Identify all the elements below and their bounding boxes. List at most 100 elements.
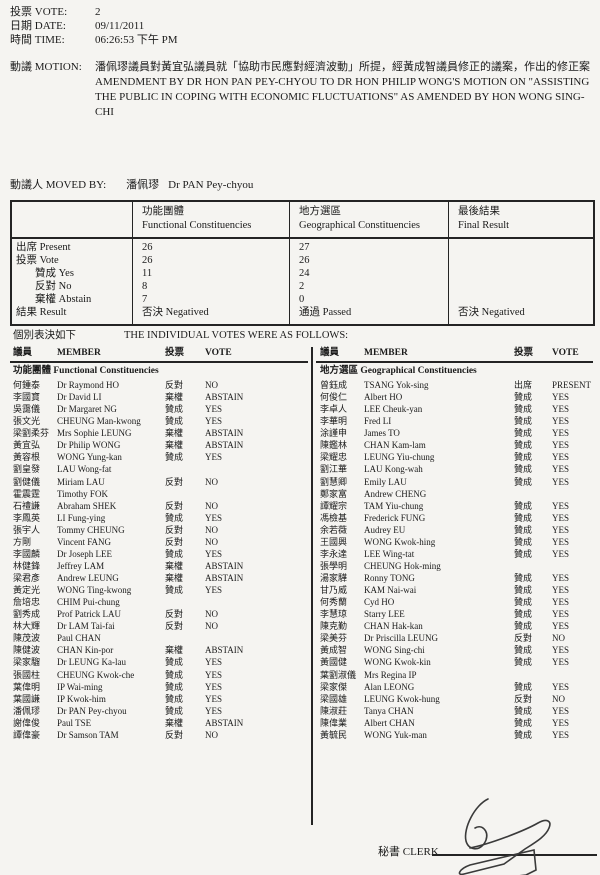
member-name-zh: 劉皇發 <box>13 464 41 475</box>
summary-header-fc-zh: 功能團體 <box>142 206 184 217</box>
member-name-zh: 霍震霆 <box>13 488 41 499</box>
member-vote-en: YES <box>552 536 570 547</box>
summary-table: 功能團體 Functional Constituencies 地方選區 Geog… <box>10 200 595 326</box>
member-name-zh: 譚耀宗 <box>320 500 348 511</box>
member-name-en: KAM Nai-wai <box>364 585 417 596</box>
member-vote-zh: 反對 <box>165 476 184 487</box>
final-value <box>448 241 593 254</box>
fc-value: 否決 Negatived <box>142 307 209 319</box>
fc-value: 8 <box>142 281 148 293</box>
fc-header-rule <box>10 361 308 363</box>
member-name-zh: 吳靄儀 <box>13 404 41 415</box>
member-row: 陳茂波 Paul CHAN <box>13 632 310 644</box>
member-name-en: Fred LI <box>364 416 392 427</box>
date-label: 日期 DATE: <box>10 20 66 32</box>
member-row: 葉劉淑儀 Mrs Regina IP <box>320 669 598 681</box>
member-row: 梁國雄 LEUNG Kwok-hung 反對 NO <box>320 693 598 705</box>
row-label: 結果 Result <box>16 307 67 319</box>
member-vote-en: YES <box>205 585 223 596</box>
member-row: 林健鋒 Jeffrey LAM 棄權 ABSTAIN <box>13 560 310 572</box>
member-name-zh: 陳鑑林 <box>320 440 348 451</box>
motion-text-zh: 潘佩璆議員對黃宜弘議員就「協助市民應對經濟波動」所提，經黃成智議員修正的議案，作… <box>95 61 590 73</box>
member-row: 李慧琼 Starry LEE 贊成 YES <box>320 608 598 620</box>
table-column-line <box>448 202 449 324</box>
member-name-zh: 何秀蘭 <box>320 597 348 608</box>
member-vote-zh: 贊成 <box>514 717 533 728</box>
member-vote-en: YES <box>205 657 223 668</box>
member-vote-zh: 贊成 <box>165 585 184 596</box>
member-row: 甘乃威 KAM Nai-wai 贊成 YES <box>320 584 598 596</box>
member-vote-en: NO <box>552 693 565 704</box>
member-row: 梁美芬 Dr Priscilla LEUNG 反對 NO <box>320 632 598 644</box>
summary-header-gc-zh: 地方選區 <box>299 206 341 217</box>
member-row: 劉江華 LAU Kong-wah 贊成 YES <box>320 463 598 475</box>
member-name-en: Paul TSE <box>57 717 92 728</box>
row-label: 反對 No <box>35 281 72 293</box>
member-row: 曾鈺成 TSANG Yok-sing 出席 PRESENT <box>320 379 598 391</box>
member-vote-en: YES <box>552 440 570 451</box>
member-row: 陳淑莊 Tanya CHAN 贊成 YES <box>320 705 598 717</box>
member-row: 潘佩璆 Dr PAN Pey-chyou 贊成 YES <box>13 705 310 717</box>
gc-section-title: 地方選區 Geographical Constituencies <box>320 366 477 376</box>
member-name-en: Andrew CHENG <box>364 488 427 499</box>
member-name-zh: 甘乃威 <box>320 585 348 596</box>
time-value: 06:26:53 下午 PM <box>95 34 178 46</box>
member-row: 湯家驊 Ronny TONG 贊成 YES <box>320 572 598 584</box>
member-row: 李國麟 Dr Joseph LEE 贊成 YES <box>13 548 310 560</box>
member-name-zh: 劉秀成 <box>13 609 41 620</box>
member-name-en: WONG Yung-kan <box>57 452 122 463</box>
gc-value: 通過 Passed <box>299 307 352 319</box>
vote-number-value: 2 <box>95 6 101 18</box>
motion-label: 動議 MOTION: <box>10 61 82 73</box>
summary-header-final-en: Final Result <box>458 219 510 231</box>
member-vote-zh: 出席 <box>514 380 533 390</box>
member-row: 李永達 LEE Wing-tat 贊成 YES <box>320 548 598 560</box>
member-name-zh: 梁家騮 <box>13 657 41 668</box>
member-row: 吳靄儀 Dr Margaret NG 贊成 YES <box>13 403 310 415</box>
moved-by-name-zh: 潘佩璆 <box>126 179 160 191</box>
member-name-en: TAM Yiu-chung <box>364 500 424 511</box>
member-name-en: Dr LAM Tai-fai <box>57 621 115 632</box>
motion-text-en: AMENDMENT BY DR HON PAN PEY-CHYOU TO DR … <box>95 76 590 118</box>
member-vote-en: ABSTAIN <box>205 717 244 728</box>
member-vote-zh: 贊成 <box>514 464 533 475</box>
member-row: 張學明 CHEUNG Hok-ming <box>320 560 598 572</box>
member-vote-en: NO <box>205 621 218 632</box>
member-vote-zh: 棄權 <box>165 717 184 728</box>
member-row: 李國寶 Dr David LI 棄權 ABSTAIN <box>13 391 310 403</box>
member-name-en: LAU Kong-wah <box>364 464 423 475</box>
member-name-en: Paul CHAN <box>57 633 101 644</box>
member-vote-en <box>205 596 310 608</box>
member-vote-zh: 反對 <box>165 609 184 620</box>
member-name-zh: 李鳳英 <box>13 512 41 523</box>
member-row: 謝偉俊 Paul TSE 棄權 ABSTAIN <box>13 717 310 729</box>
final-value <box>448 280 593 293</box>
member-name-en: Tommy CHEUNG <box>57 524 125 535</box>
member-vote-zh: 贊成 <box>514 681 533 692</box>
member-vote-zh: 反對 <box>514 633 533 644</box>
fc-value: 7 <box>142 294 148 306</box>
member-vote-zh: 反對 <box>165 536 184 547</box>
member-row: 譚偉豪 Dr Samson TAM 反對 NO <box>13 729 310 741</box>
member-name-zh: 李卓人 <box>320 404 348 415</box>
member-name-zh: 黃成智 <box>320 645 348 656</box>
member-vote-zh: 棄權 <box>165 573 184 583</box>
member-row: 陳鑑林 CHAN Kam-lam 贊成 YES <box>320 439 598 451</box>
member-vote-zh: 贊成 <box>514 440 533 451</box>
member-vote-zh: 反對 <box>165 524 184 535</box>
member-name-zh: 王國興 <box>320 536 348 547</box>
member-vote-zh: 贊成 <box>165 452 184 463</box>
member-name-en: CHAN Hak-kan <box>364 621 423 632</box>
member-vote-zh: 贊成 <box>514 729 533 740</box>
member-vote-en: NO <box>205 524 218 535</box>
member-vote-en: YES <box>552 717 570 728</box>
member-name-en: LEE Wing-tat <box>364 548 415 559</box>
summary-header-fc: 功能團體 Functional Constituencies <box>132 202 289 237</box>
member-row: 何俊仁 Albert HO 贊成 YES <box>320 391 598 403</box>
gc-header-rule <box>316 361 593 363</box>
member-row: 詹培忠 CHIM Pui-chung <box>13 596 310 608</box>
member-row: 黃毓民 WONG Yuk-man 贊成 YES <box>320 729 598 741</box>
member-vote-en: YES <box>205 512 223 523</box>
member-name-zh: 林大輝 <box>13 621 41 632</box>
table-column-line <box>132 202 133 324</box>
